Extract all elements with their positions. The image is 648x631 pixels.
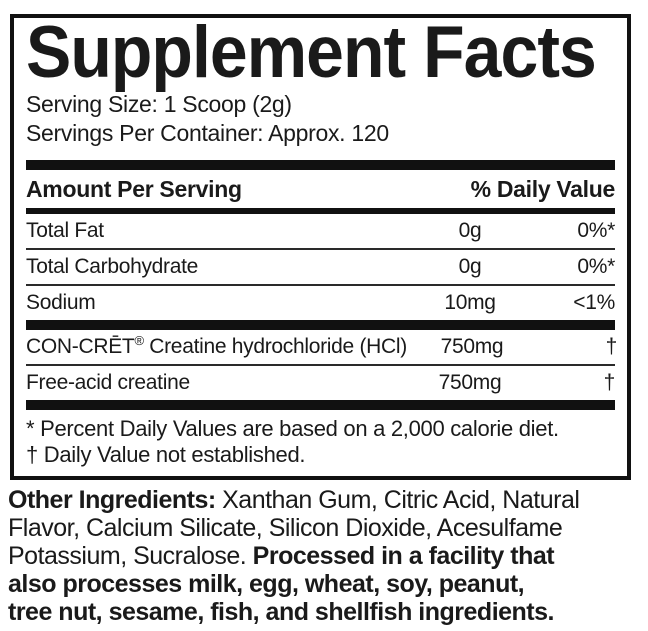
registered-trademark-icon: ®	[134, 333, 144, 348]
other-ingredients-line: Flavor, Calcium Silicate, Silicon Dioxid…	[8, 514, 644, 542]
nutrient-amount: 0g	[458, 219, 482, 242]
percent-daily-value-header: % Daily Value	[470, 175, 616, 202]
nutrient-row-creatine-hcl: CON-CRĒT® Creatine hydrochloride (HCl) 7…	[26, 330, 618, 364]
footnotes: * Percent Daily Values are based on a 2,…	[26, 416, 615, 468]
divider-thin	[26, 284, 615, 286]
nutrient-daily-value: 0%*	[577, 255, 615, 278]
ingredient-list-text: Flavor, Calcium Silicate, Silicon Dioxid…	[8, 514, 563, 542]
nutrient-name: Total Carbohydrate	[26, 255, 199, 278]
other-ingredients-label: Other Ingredients:	[8, 486, 216, 514]
divider-thin	[26, 364, 615, 366]
ingredient-name: Creatine hydrochloride (HCl)	[143, 335, 407, 358]
other-ingredients-line: Potassium, Sucralose. Processed in a fac…	[8, 542, 644, 570]
supplement-facts-panel: Supplement Facts Serving Size: 1 Scoop (…	[10, 14, 631, 480]
other-ingredients-paragraph: Other Ingredients: Xanthan Gum, Citric A…	[8, 486, 644, 626]
table-header: Amount Per Serving % Daily Value	[26, 170, 615, 208]
ingredient-list-text: Potassium, Sucralose.	[8, 542, 253, 570]
divider-header	[26, 208, 615, 214]
allergen-warning-text: tree nut, sesame, fish, and shellfish in…	[8, 598, 554, 626]
nutrient-row-sodium: Sodium 10mg <1%	[26, 286, 615, 320]
nutrient-name: Sodium	[26, 291, 96, 314]
amount-per-serving-header: Amount Per Serving	[26, 175, 242, 202]
allergen-warning-text: Processed in a facility that	[252, 542, 555, 570]
nutrient-amount: 750mg	[440, 335, 504, 358]
nutrient-row-free-acid-creatine: Free-acid creatine 750mg †	[26, 366, 615, 400]
nutrient-name: CON-CRĒT® Creatine hydrochloride (HCl)	[26, 333, 407, 359]
nutrient-daily-value: 0%*	[577, 219, 615, 242]
nutrient-amount: 0g	[458, 255, 482, 278]
allergen-warning-text: also processes milk, egg, wheat, soy, pe…	[8, 570, 525, 598]
serving-size-line: Serving Size: 1 Scoop (2g)	[26, 91, 292, 117]
nutrient-daily-value: <1%	[573, 291, 615, 314]
divider-thick-middle	[26, 320, 615, 330]
divider-thick-top	[26, 160, 615, 170]
nutrient-row-total-carbohydrate: Total Carbohydrate 0g 0%*	[26, 250, 615, 284]
nutrient-amount: 10mg	[444, 291, 496, 314]
divider-thin	[26, 248, 615, 250]
nutrient-name: Total Fat	[26, 219, 104, 242]
other-ingredients-line: also processes milk, egg, wheat, soy, pe…	[8, 570, 644, 598]
servings-per-container-line: Servings Per Container: Approx. 120	[26, 120, 389, 146]
nutrient-name: Free-acid creatine	[26, 371, 190, 394]
footnote-daily-values: * Percent Daily Values are based on a 2,…	[26, 416, 559, 441]
divider-thick-bottom	[26, 400, 615, 410]
ingredient-list-text: Xanthan Gum, Citric Acid, Natural	[215, 486, 580, 514]
nutrient-row-total-fat: Total Fat 0g 0%*	[26, 214, 615, 248]
other-ingredients-line: Other Ingredients: Xanthan Gum, Citric A…	[8, 486, 644, 514]
footnote-dv-not-established: † Daily Value not established.	[26, 442, 306, 467]
panel-title: Supplement Facts	[26, 12, 597, 93]
nutrient-amount: 750mg	[438, 371, 502, 394]
nutrient-daily-value: †	[603, 371, 616, 394]
other-ingredients-line: tree nut, sesame, fish, and shellfish in…	[8, 598, 644, 626]
brand-name: CON-CRĒT	[26, 335, 135, 358]
nutrient-daily-value: †	[605, 335, 618, 358]
